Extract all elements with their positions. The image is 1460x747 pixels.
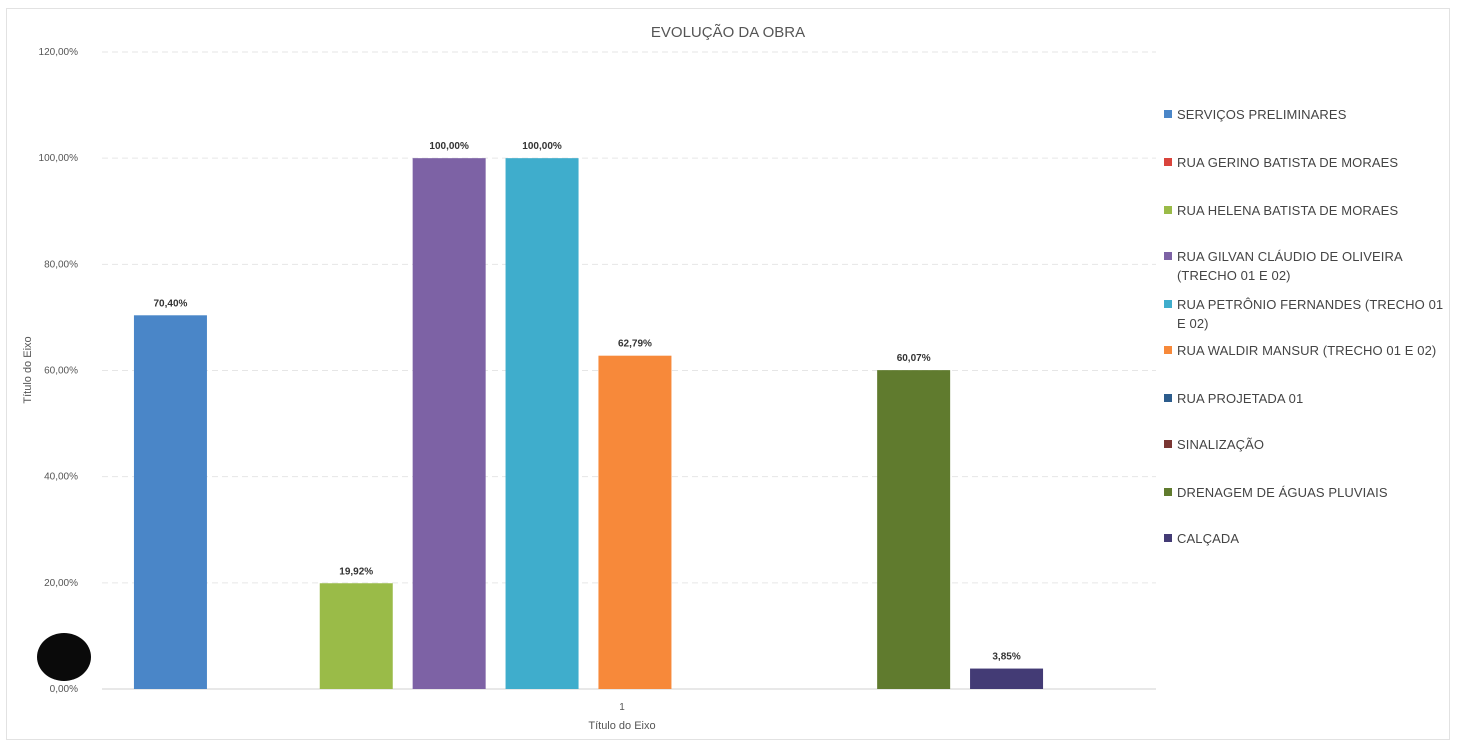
legend-label: RUA HELENA BATISTA DE MORAES [1177, 203, 1399, 218]
legend-item-8: SINALIZAÇÃO [1164, 435, 1450, 454]
legend: SERVIÇOS PRELIMINARES RUA GERINO BATISTA … [1164, 0, 1450, 747]
legend-item-6: RUA WALDIR MANSUR (TRECHO 01 E 02) [1164, 341, 1450, 360]
bar-4 [412, 158, 486, 689]
legend-label: SERVIÇOS PRELIMINARES [1177, 107, 1347, 122]
legend-label: RUA PROJETADA 01 [1177, 391, 1304, 406]
redaction-blot [37, 633, 91, 681]
y-tick-label: 60,00% [44, 366, 78, 377]
bars [133, 158, 1044, 689]
data-label-6: 62,79% [618, 339, 652, 350]
legend-label: DRENAGEM DE ÁGUAS PLUVIAIS [1177, 485, 1388, 500]
y-tick-label: 40,00% [44, 472, 78, 483]
legend-label: RUA GERINO BATISTA DE MORAES [1177, 155, 1399, 170]
legend-swatch [1164, 346, 1172, 354]
legend-label: SINALIZAÇÃO [1177, 437, 1265, 452]
legend-item-2: RUA GERINO BATISTA DE MORAES [1164, 153, 1450, 172]
y-tick-label: 100,00% [39, 153, 79, 164]
legend-swatch [1164, 110, 1172, 118]
legend-item-3: RUA HELENA BATISTA DE MORAES [1164, 201, 1450, 220]
bar-5 [505, 158, 579, 689]
legend-item-10: CALÇADA [1164, 529, 1450, 548]
y-tick-label: 0,00% [50, 684, 78, 695]
legend-swatch [1164, 158, 1172, 166]
legend-swatch [1164, 394, 1172, 402]
chart-frame [6, 8, 1450, 740]
legend-swatch [1164, 300, 1172, 308]
bar-6 [598, 355, 672, 689]
data-label-5: 100,00% [522, 141, 562, 152]
y-tick-label: 120,00% [39, 47, 79, 58]
bar-3 [319, 583, 393, 689]
data-label-9: 60,07% [897, 353, 931, 364]
bar-9 [877, 370, 951, 689]
legend-label: RUA PETRÔNIO FERNANDES (TRECHO 01 E 02) [1177, 297, 1444, 331]
x-category-label: 1 [619, 702, 625, 713]
legend-item-7: RUA PROJETADA 01 [1164, 389, 1450, 408]
legend-label: RUA WALDIR MANSUR (TRECHO 01 E 02) [1177, 343, 1437, 358]
y-tick-label: 20,00% [44, 578, 78, 589]
x-axis-title: Título do Eixo [588, 720, 655, 732]
bar-10 [970, 668, 1044, 689]
data-label-4: 100,00% [429, 141, 469, 152]
data-labels: 70,40% 19,92% 100,00% 100,00% 62,79% 60,07% 3,… [153, 141, 1020, 662]
legend-item-1: SERVIÇOS PRELIMINARES [1164, 105, 1450, 124]
legend-swatch [1164, 252, 1172, 260]
legend-swatch [1164, 206, 1172, 214]
data-label-3: 19,92% [339, 566, 373, 577]
data-label-1: 70,40% [153, 298, 187, 309]
y-axis-ticks: 0,00% 20,00% 40,00% 60,00% 80,00% 100,00% 120,… [39, 47, 79, 695]
data-label-10: 3,85% [992, 652, 1020, 663]
legend-item-4: RUA GILVAN CLÁUDIO DE OLIVEIRA (TRECHO 0… [1164, 247, 1450, 285]
bar-1 [133, 315, 207, 689]
y-axis-title: Título do Eixo [22, 336, 34, 403]
chart-title: EVOLUÇÃO DA OBRA [651, 24, 805, 41]
legend-item-5: RUA PETRÔNIO FERNANDES (TRECHO 01 E 02) [1164, 295, 1450, 333]
legend-swatch [1164, 534, 1172, 542]
legend-swatch [1164, 488, 1172, 496]
y-tick-label: 80,00% [44, 259, 78, 270]
legend-swatch [1164, 440, 1172, 448]
legend-item-9: DRENAGEM DE ÁGUAS PLUVIAIS [1164, 483, 1450, 502]
legend-label: CALÇADA [1177, 531, 1240, 546]
legend-label: RUA GILVAN CLÁUDIO DE OLIVEIRA (TRECHO 0… [1177, 249, 1403, 283]
